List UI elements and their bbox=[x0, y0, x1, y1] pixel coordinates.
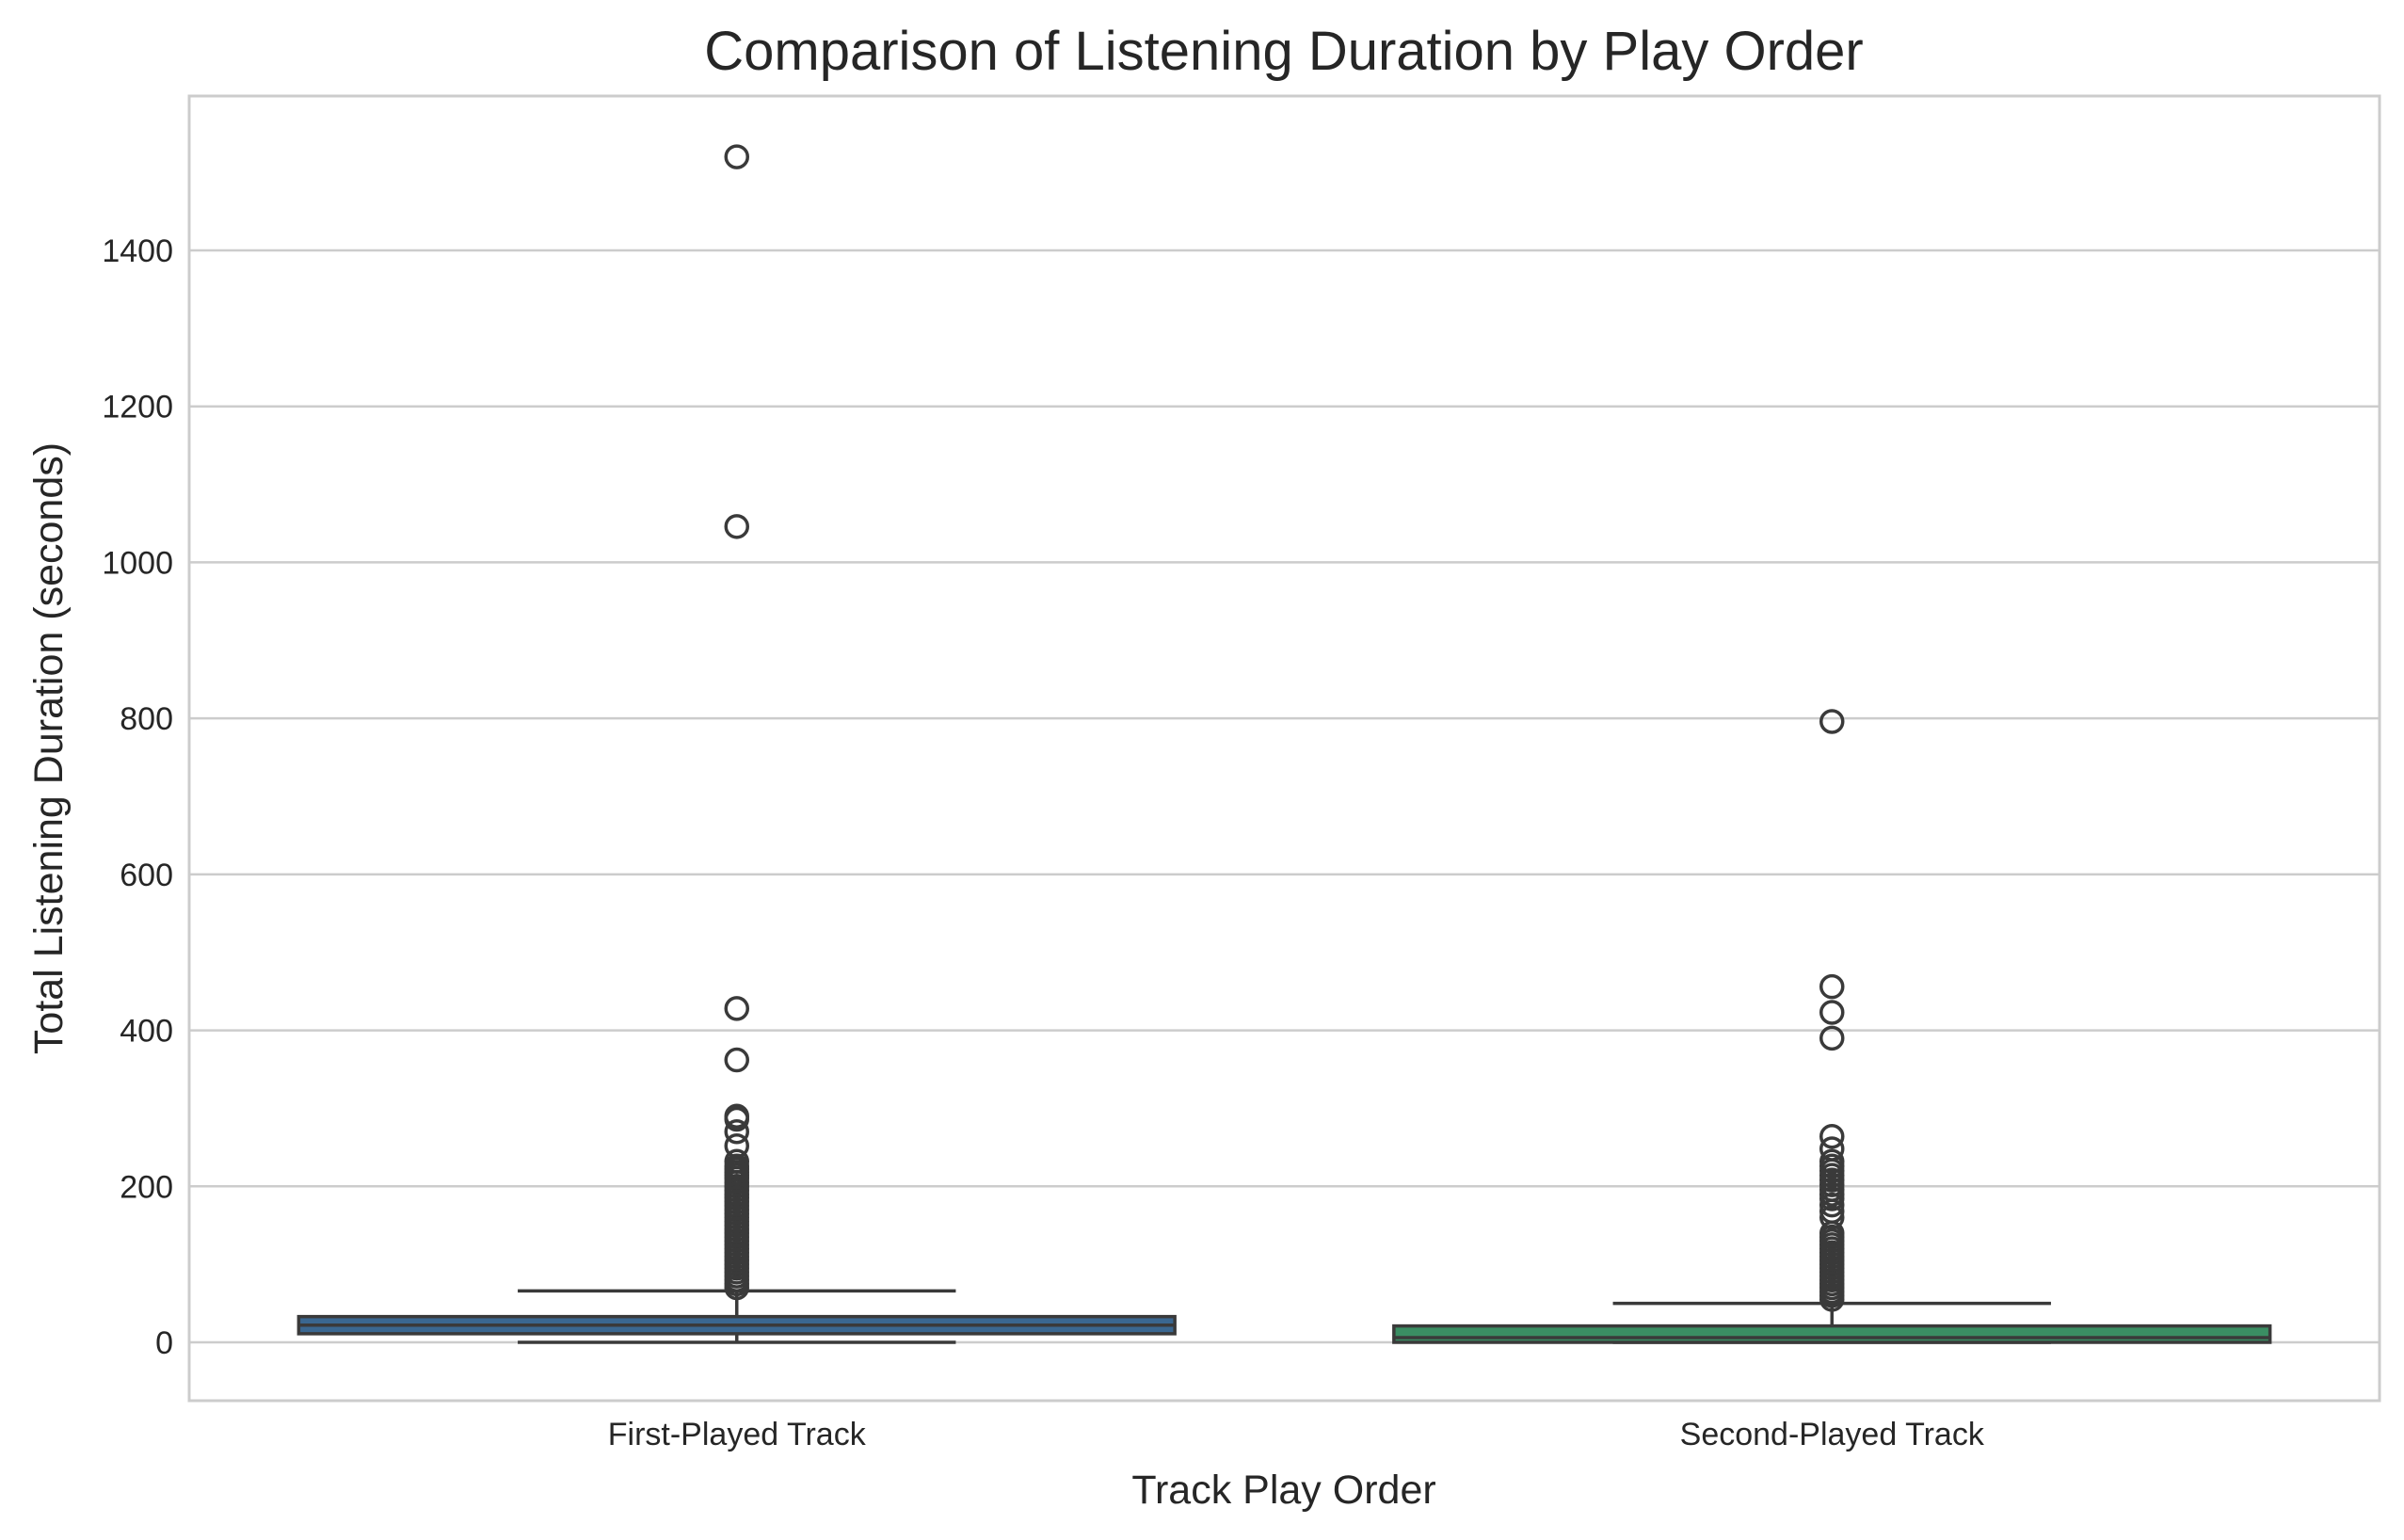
y-axis-label: Total Listening Duration (seconds) bbox=[26, 442, 72, 1054]
box-group-1 bbox=[296, 144, 1177, 1344]
outlier-point bbox=[1819, 1124, 1845, 1149]
outlier-point bbox=[724, 1275, 749, 1301]
plot-frame bbox=[187, 94, 2381, 1403]
x-tick-label: First-Played Track bbox=[608, 1417, 867, 1452]
outlier-point bbox=[1819, 1000, 1845, 1025]
box-group-2 bbox=[1392, 709, 2272, 1344]
y-tick-label: 800 bbox=[120, 701, 173, 737]
y-tick-label: 400 bbox=[120, 1014, 173, 1050]
grid-lines bbox=[189, 249, 2380, 1344]
boxes bbox=[296, 144, 2272, 1344]
outlier-point bbox=[1819, 1025, 1845, 1051]
y-tick-label: 0 bbox=[155, 1325, 173, 1361]
x-tick-labels: First-Played Track Second-Played Track bbox=[608, 1417, 1985, 1452]
x-axis-label: Track Play Order bbox=[1131, 1468, 1435, 1513]
outlier-point bbox=[724, 144, 749, 169]
outlier-point bbox=[724, 1047, 749, 1073]
y-tick-labels: 0 200 400 600 800 1000 1200 1400 bbox=[102, 233, 173, 1361]
y-tick-label: 1400 bbox=[102, 233, 173, 269]
y-tick-label: 200 bbox=[120, 1169, 173, 1205]
outlier-point bbox=[724, 514, 749, 539]
outlier-point bbox=[724, 1119, 749, 1145]
y-tick-label: 1200 bbox=[102, 390, 173, 425]
outlier-point bbox=[1819, 1287, 1845, 1312]
y-tick-label: 1000 bbox=[102, 545, 173, 581]
outlier-point bbox=[1819, 709, 1845, 734]
outlier-point bbox=[1819, 973, 1845, 1000]
outlier-point bbox=[1819, 1192, 1845, 1218]
outlier-point bbox=[1819, 1186, 1845, 1211]
y-tick-label: 600 bbox=[120, 858, 173, 893]
outlier-point bbox=[724, 1106, 749, 1132]
iqr-box bbox=[1392, 1323, 2272, 1344]
x-tick-label: Second-Played Track bbox=[1680, 1417, 1985, 1452]
outlier-point bbox=[724, 996, 749, 1021]
chart-title: Comparison of Listening Duration by Play… bbox=[704, 21, 1863, 82]
outlier-point bbox=[1819, 1205, 1845, 1230]
